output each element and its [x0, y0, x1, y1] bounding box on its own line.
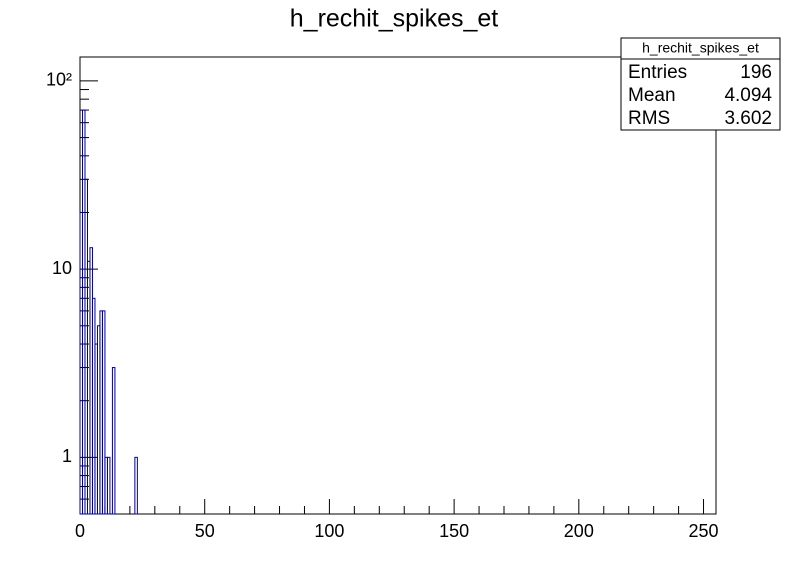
y-tick-label: 10	[52, 258, 72, 278]
stats-value: 3.602	[724, 108, 772, 129]
x-tick-label: 50	[195, 521, 215, 541]
stats-label: RMS	[628, 108, 670, 129]
chart-title: h_rechit_spikes_et	[290, 5, 499, 33]
histogram-bar	[101, 310, 106, 515]
histogram-bar	[134, 456, 138, 515]
x-tick-label: 0	[75, 521, 85, 541]
stats-label: Mean	[628, 85, 676, 106]
y-tick-label: 10²	[46, 70, 72, 90]
x-tick-label: 150	[439, 521, 469, 541]
stats-label: Entries	[628, 62, 687, 83]
x-tick-label: 200	[564, 521, 594, 541]
stats-value: 4.094	[724, 85, 772, 106]
y-tick-label: 1	[62, 446, 72, 466]
histogram-bar	[106, 456, 111, 515]
x-tick-label: 250	[689, 521, 719, 541]
stats-title: h_rechit_spikes_et	[642, 40, 759, 56]
x-tick-label: 100	[314, 521, 344, 541]
stats-box	[620, 37, 781, 131]
stats-value: 196	[740, 62, 772, 83]
histogram-bar	[111, 367, 116, 515]
